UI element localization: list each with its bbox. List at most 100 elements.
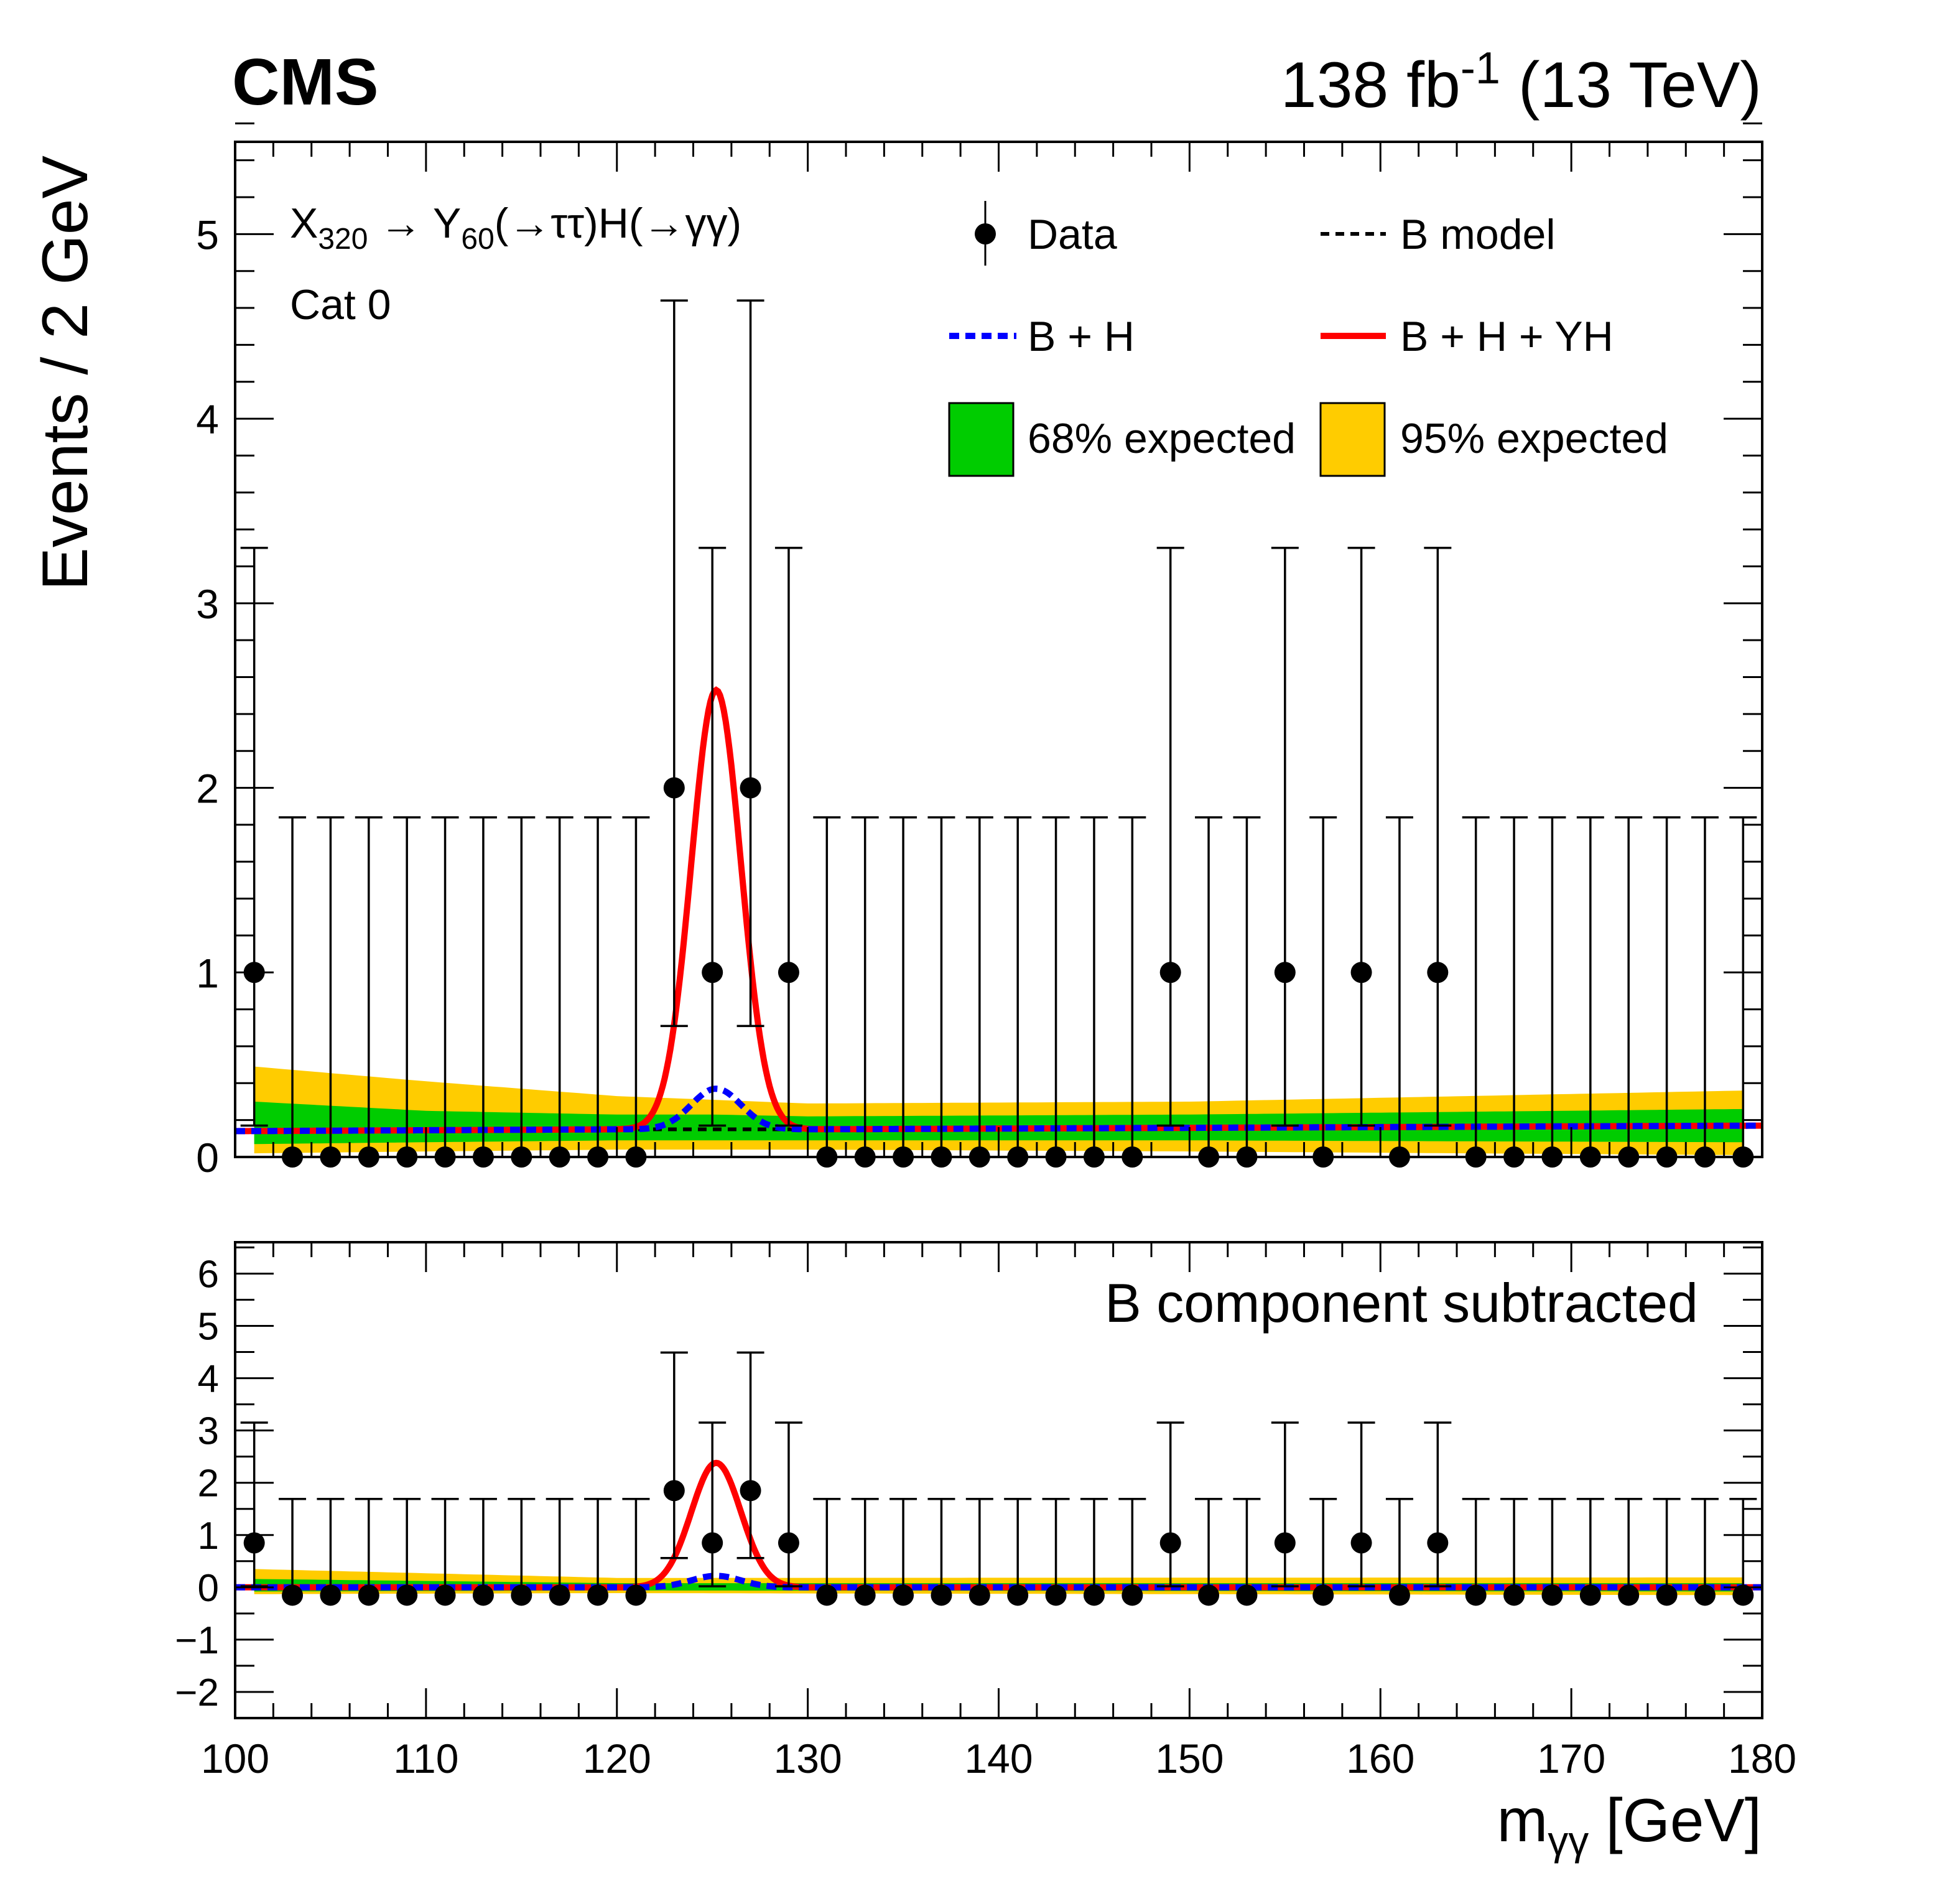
ratio-data-points [240,1351,1757,1606]
ratio-marker [854,1584,876,1606]
ratio-marker [1274,1532,1296,1554]
ratio-marker [1427,1532,1449,1554]
ratio-marker [549,1584,570,1606]
x-tick-label: 180 [1728,1735,1796,1782]
main-marker [1274,962,1296,983]
main-data-point [1576,816,1604,1168]
ratio-y-tick-label: 2 [198,1462,219,1505]
ratio-panel-label: B component subtracted [1105,1272,1698,1334]
legend-bhyh-label: B + H + YH [1400,313,1614,360]
ratio-marker [1083,1584,1105,1606]
ratio-data-point [584,1498,612,1606]
ratio-data-point [355,1498,383,1606]
ratio-data-point [622,1498,650,1606]
ratio-marker [663,1480,685,1502]
ratio-y-tick-label: 1 [198,1515,219,1558]
main-marker [778,962,799,983]
legend-band68-swatch [948,402,1015,477]
ratio-data-point [660,1351,688,1559]
x-tick-label: 130 [774,1735,842,1782]
main-y-tick-label: 3 [196,581,219,627]
ratio-marker [778,1532,799,1554]
x-axis-title: mγγ [GeV] [1497,1786,1762,1864]
main-data-point [1424,547,1452,1127]
ratio-marker [968,1584,990,1606]
ratio-marker [1618,1584,1640,1606]
ratio-marker [1656,1584,1678,1606]
ratio-marker [472,1584,494,1606]
ratio-y-tick-label: 4 [198,1358,219,1401]
ratio-data-point [1347,1421,1375,1587]
x-tick-label: 140 [964,1735,1033,1782]
ratio-marker [320,1584,341,1606]
ratio-marker [816,1584,838,1606]
main-band68 [254,1102,1744,1145]
ratio-marker [893,1584,914,1606]
ratio-y-tick-label: 5 [198,1306,219,1349]
ratio-axes: −2 −1 0 1 2 3 4 5 6 100 110 120 130 140 150 160 170 180 [175,1242,1796,1782]
main-y-tick-label: 5 [196,211,219,258]
legend-data-label: Data [1028,211,1117,258]
ratio-data-point [1462,1498,1490,1606]
ratio-data-point [736,1351,764,1559]
ratio-marker [1350,1532,1372,1554]
ratio-data-point [813,1498,841,1606]
ratio-data-point [1729,1498,1757,1606]
main-data-point [660,299,688,1028]
ratio-data-point [1538,1498,1566,1606]
ratio-data-point [508,1498,536,1606]
main-data-point [774,547,802,1127]
main-fit-curves [235,686,1762,1135]
ratio-data-point [279,1498,307,1606]
ratio-marker [282,1584,304,1606]
process-label: X320 → Y60(→ττ)H(→γγ) [290,200,741,256]
ratio-y-tick-label: −1 [175,1619,219,1662]
ratio-data-point [546,1498,574,1606]
main-data-point [699,547,727,1127]
ratio-marker [1007,1584,1029,1606]
main-frame [234,141,1763,1158]
ratio-marker [1465,1584,1487,1606]
main-data-point [240,547,268,1127]
x-tick-label: 170 [1537,1735,1605,1782]
ratio-fit-curves [235,1459,1762,1591]
lumi-value: 138 fb [1281,49,1461,121]
x-tick-label: 120 [583,1735,651,1782]
ratio-marker [358,1584,379,1606]
ratio-marker [1236,1584,1258,1606]
ratio-marker [740,1480,761,1502]
ratio-marker [1388,1584,1410,1606]
luminosity-label: 138 fb-1 (13 TeV) [1281,44,1762,121]
legend-data-marker [975,223,996,244]
ratio-marker [1198,1584,1220,1606]
main-data-point [736,299,764,1028]
main-y-tick-label: 2 [196,766,219,812]
ratio-data-point [965,1498,993,1606]
ratio-y-tick-label: 0 [198,1567,219,1610]
ratio-data-point [1309,1498,1337,1606]
main-bh-curve [235,1085,1762,1135]
legend-band95-label: 95% expected [1400,415,1668,462]
ratio-data-point [431,1498,459,1606]
ratio-data-point [927,1498,955,1606]
ratio-data-point [1118,1498,1146,1606]
ratio-data-point [1576,1498,1604,1606]
ratio-marker [1122,1584,1143,1606]
main-marker [1350,962,1372,983]
ratio-marker [587,1584,609,1606]
main-y-tick-label: 0 [196,1135,219,1181]
ratio-frame [234,1241,1763,1719]
ratio-y-tick-label: 6 [198,1253,219,1296]
ratio-marker [1579,1584,1601,1606]
ratio-marker [1045,1584,1067,1606]
category-label: Cat 0 [290,281,391,328]
ratio-marker [1159,1532,1181,1554]
ratio-data-point [1156,1421,1184,1587]
ratio-data-point [1271,1421,1299,1587]
ratio-data-point [1691,1498,1719,1606]
ratio-data-point [699,1421,727,1587]
main-data-point [1271,547,1299,1127]
experiment-label: CMS [232,45,379,119]
x-tick-label: 150 [1155,1735,1224,1782]
